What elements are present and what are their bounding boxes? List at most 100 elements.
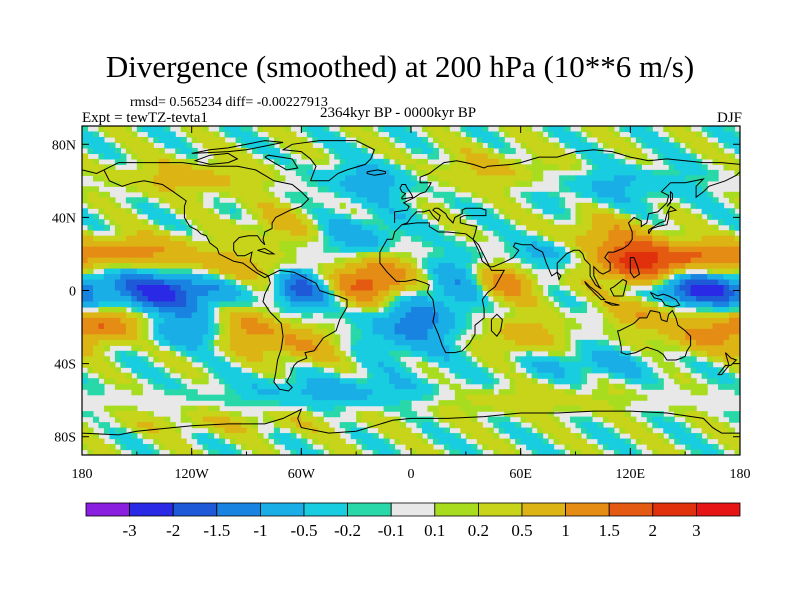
field-cell bbox=[619, 306, 626, 314]
field-cell bbox=[734, 389, 740, 396]
field-cell bbox=[175, 356, 182, 363]
field-cell bbox=[449, 268, 456, 275]
field-cell bbox=[202, 301, 209, 308]
field-cell bbox=[526, 378, 533, 385]
field-cell bbox=[328, 339, 335, 346]
field-cell bbox=[394, 274, 401, 281]
field-cell bbox=[707, 295, 714, 303]
field-cell bbox=[690, 361, 697, 368]
field-cell bbox=[125, 290, 132, 297]
field-cell bbox=[103, 246, 111, 253]
field-cell bbox=[454, 164, 461, 171]
field-cell bbox=[345, 257, 352, 264]
field-cell bbox=[186, 394, 193, 401]
field-cell bbox=[136, 312, 143, 319]
field-cell bbox=[696, 328, 703, 335]
field-cell bbox=[389, 279, 396, 286]
field-cell bbox=[438, 328, 445, 335]
field-cell bbox=[454, 312, 461, 319]
field-cell bbox=[591, 147, 599, 155]
field-cell bbox=[712, 367, 719, 374]
field-cell bbox=[729, 317, 736, 324]
field-cell bbox=[164, 153, 171, 160]
field-cell bbox=[153, 136, 160, 144]
field-cell bbox=[400, 257, 407, 264]
field-cell bbox=[701, 153, 708, 160]
field-cell bbox=[718, 235, 725, 242]
field-cell bbox=[120, 136, 127, 144]
field-cell bbox=[575, 274, 582, 281]
field-cell bbox=[82, 126, 89, 133]
field-cell bbox=[367, 383, 374, 390]
field-cell bbox=[707, 274, 714, 281]
field-cell bbox=[646, 306, 653, 314]
field-cell bbox=[548, 323, 555, 330]
field-cell bbox=[197, 323, 204, 330]
field-cell bbox=[559, 252, 566, 259]
field-cell bbox=[284, 219, 291, 226]
field-cell bbox=[301, 279, 308, 286]
field-cell bbox=[685, 383, 692, 390]
field-cell bbox=[646, 246, 653, 253]
field-cell bbox=[564, 317, 571, 324]
field-cell bbox=[685, 142, 692, 149]
field-cell bbox=[411, 334, 418, 341]
field-cell bbox=[580, 191, 588, 198]
field-cell bbox=[235, 213, 242, 220]
field-cell bbox=[400, 383, 407, 390]
field-cell bbox=[251, 400, 259, 407]
field-cell bbox=[147, 224, 154, 231]
field-cell bbox=[498, 279, 505, 286]
field-cell bbox=[734, 169, 740, 176]
field-cell bbox=[663, 175, 670, 182]
field-cell bbox=[114, 306, 121, 314]
field-cell bbox=[197, 164, 204, 171]
field-cell bbox=[454, 202, 461, 209]
field-cell bbox=[707, 285, 714, 292]
field-cell bbox=[531, 136, 538, 144]
field-cell bbox=[570, 230, 577, 237]
field-cell bbox=[696, 246, 703, 253]
field-cell bbox=[657, 350, 664, 357]
field-cell bbox=[465, 257, 472, 264]
field-cell bbox=[542, 339, 549, 346]
field-cell bbox=[367, 208, 374, 215]
field-cell bbox=[389, 164, 396, 171]
field-cell bbox=[400, 131, 407, 138]
field-cell bbox=[169, 213, 176, 220]
field-cell bbox=[729, 136, 736, 144]
field-cell bbox=[690, 252, 697, 259]
field-cell bbox=[306, 224, 313, 231]
field-cell bbox=[208, 186, 215, 193]
field-cell bbox=[580, 257, 588, 264]
field-cell bbox=[372, 389, 379, 396]
field-cell bbox=[427, 186, 434, 193]
field-cell bbox=[476, 158, 483, 165]
field-cell bbox=[602, 175, 609, 182]
field-cell bbox=[718, 356, 725, 363]
field-cell bbox=[674, 164, 681, 171]
field-cell bbox=[591, 213, 599, 220]
field-cell bbox=[471, 372, 478, 379]
field-cell bbox=[109, 169, 116, 176]
field-cell bbox=[608, 197, 615, 204]
field-cell bbox=[597, 306, 604, 314]
field-cell bbox=[295, 285, 302, 292]
field-cell bbox=[98, 169, 105, 176]
field-cell bbox=[339, 312, 346, 319]
field-cell bbox=[158, 285, 165, 292]
field-cell bbox=[268, 394, 275, 401]
field-cell bbox=[597, 136, 604, 144]
field-cell bbox=[197, 372, 204, 379]
field-cell bbox=[279, 345, 286, 352]
field-cell bbox=[685, 252, 692, 259]
field-cell bbox=[356, 295, 363, 303]
field-cell bbox=[312, 350, 319, 357]
field-cell bbox=[389, 241, 396, 248]
field-cell bbox=[262, 400, 270, 407]
field-cell bbox=[548, 153, 555, 160]
field-cell bbox=[279, 208, 286, 215]
field-cell bbox=[197, 126, 204, 133]
field-cell bbox=[131, 252, 138, 259]
